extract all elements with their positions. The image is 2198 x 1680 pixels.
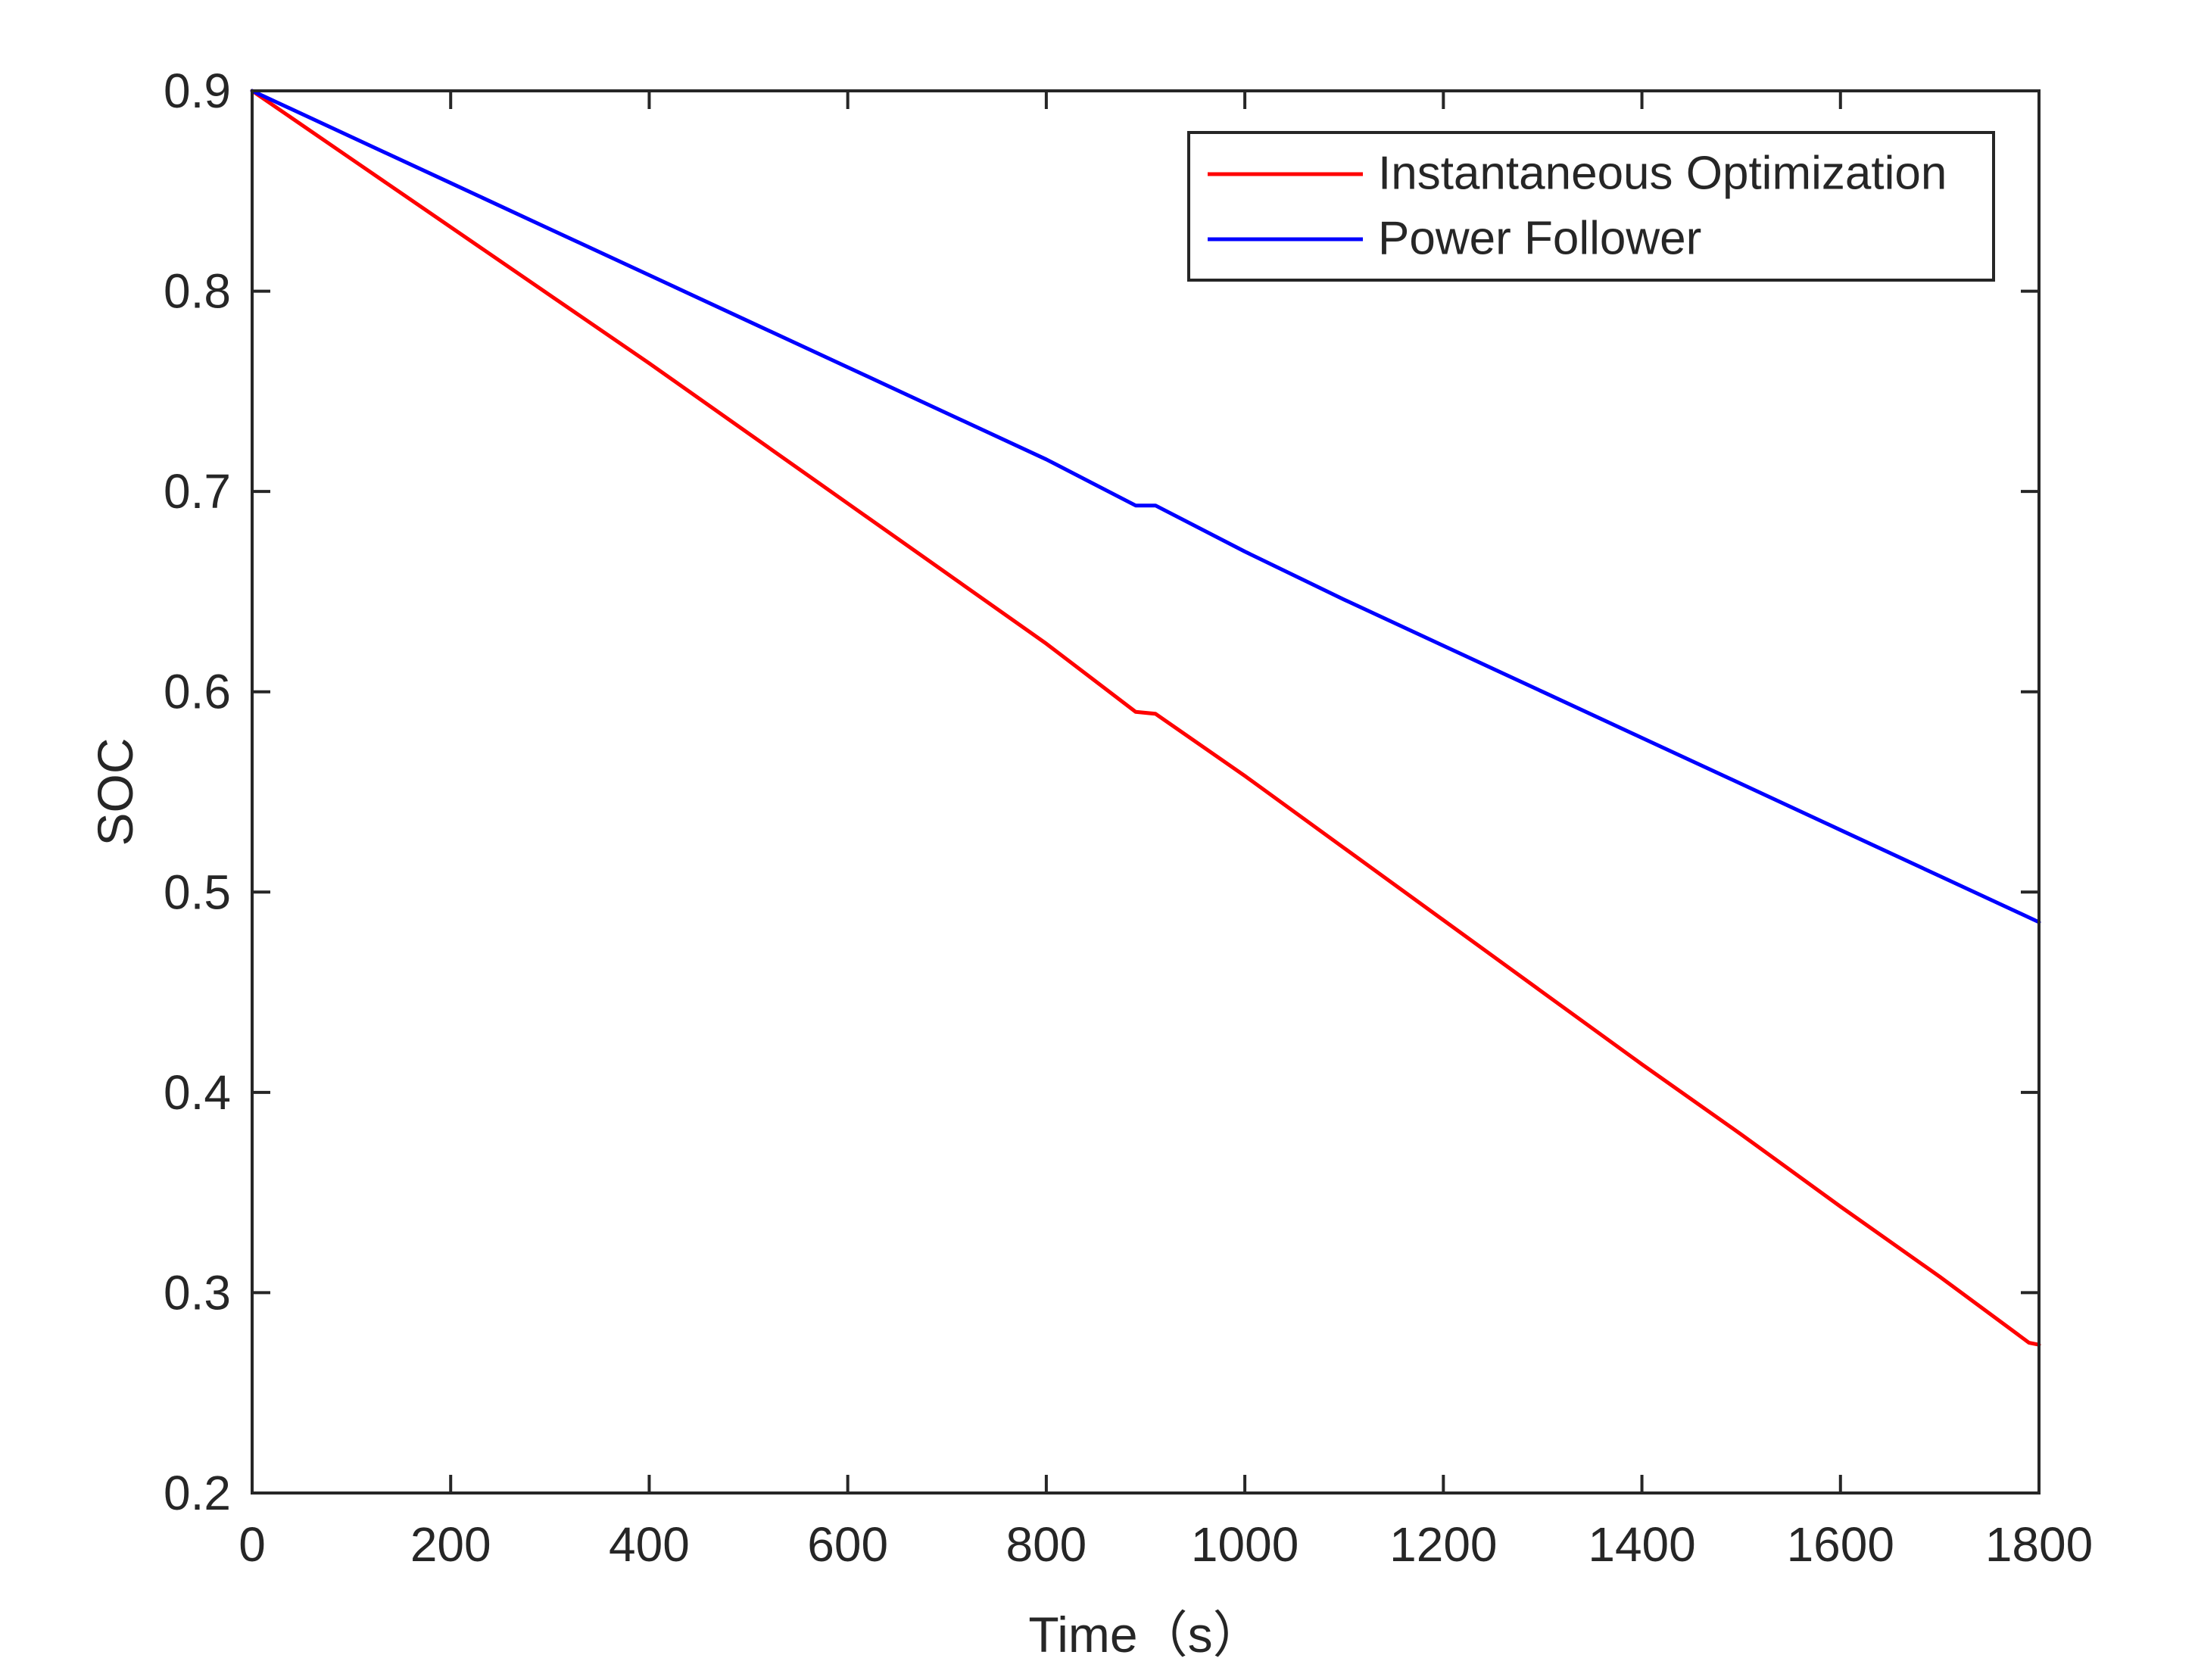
x-tick-label: 600 xyxy=(807,1517,888,1572)
y-tick-label: 0.3 xyxy=(164,1265,231,1320)
y-tick-label: 0.8 xyxy=(164,264,231,319)
plot-area xyxy=(252,91,2039,1493)
y-axis-label: SOC xyxy=(87,737,143,846)
series-line-instantaneous-optimization xyxy=(250,89,2041,1347)
plot-frame xyxy=(251,89,2041,1495)
legend-box xyxy=(1187,131,1995,282)
ticks-layer xyxy=(251,89,2041,1495)
legend-label-power-follower: Power Follower xyxy=(1378,212,1701,264)
y-tick-label: 0.2 xyxy=(164,1466,231,1520)
x-tick-label: 0 xyxy=(239,1517,266,1572)
legend: Instantaneous Optimization Power Followe… xyxy=(1187,131,1995,282)
x-tick-label: 1600 xyxy=(1787,1517,1894,1572)
y-tick-label: 0.7 xyxy=(164,464,231,519)
series-layer xyxy=(250,89,2041,1347)
y-tick-label: 0.5 xyxy=(164,865,231,919)
labels-layer: 0 200 400 600 800 1000 1200 1400 1600 1800 0.2 0.3 0… xyxy=(164,64,2093,1572)
x-tick-label: 800 xyxy=(1005,1517,1087,1572)
x-tick-label: 1400 xyxy=(1588,1517,1695,1572)
y-tick-label: 0.6 xyxy=(164,665,231,719)
y-tick-label: 0.9 xyxy=(164,64,231,118)
x-tick-label: 1200 xyxy=(1389,1517,1497,1572)
series-line-power-follower xyxy=(250,89,2041,924)
legend-label-instantaneous-optimization: Instantaneous Optimization xyxy=(1378,147,1947,199)
x-axis-label: Time（s） xyxy=(1028,1607,1262,1663)
x-tick-label: 1000 xyxy=(1191,1517,1299,1572)
y-tick-label: 0.4 xyxy=(164,1065,231,1120)
x-tick-label: 1800 xyxy=(1985,1517,2093,1572)
x-tick-label: 400 xyxy=(609,1517,690,1572)
x-tick-label: 200 xyxy=(410,1517,491,1572)
